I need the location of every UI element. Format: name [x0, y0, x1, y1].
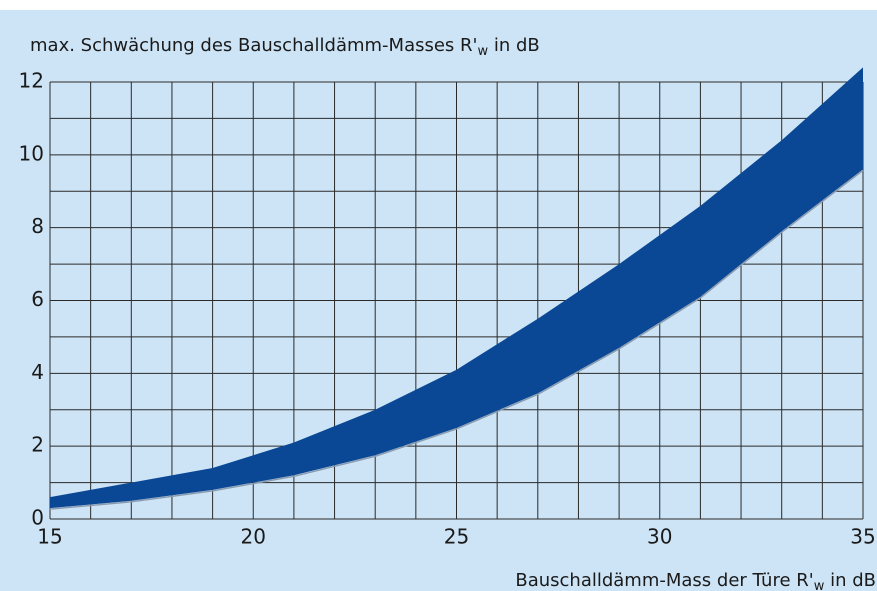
lower-edge	[49, 169, 864, 510]
chart-title: max. Schwächung des Bauschalldämm-Masses…	[30, 35, 540, 59]
label-part: in dB	[824, 570, 876, 591]
label-part: max. Schwächung des Bauschalldämm-Masses…	[30, 35, 477, 56]
subscript: w	[814, 579, 825, 591]
y-tick-label: 10	[19, 141, 44, 165]
label-part: in dB	[488, 35, 540, 56]
label-part: Bauschalldämm-Mass der Türe R'	[515, 570, 813, 591]
x-axis-label: Bauschalldämm-Mass der Türe R'w in dB	[515, 570, 876, 591]
x-tick-label: 25	[444, 525, 469, 549]
y-tick-label: 12	[19, 69, 44, 93]
x-tick-label: 20	[241, 525, 266, 549]
x-tick-label: 15	[37, 525, 62, 549]
y-tick-label: 2	[31, 433, 44, 457]
y-tick-label: 0	[31, 506, 44, 530]
x-tick-label: 30	[647, 525, 672, 549]
band-area	[50, 67, 863, 509]
x-tick-label: 35	[850, 525, 875, 549]
y-tick-label: 6	[31, 287, 44, 311]
y-tick-label: 4	[31, 360, 44, 384]
subscript: w	[477, 44, 488, 59]
y-tick-label: 8	[31, 214, 44, 238]
